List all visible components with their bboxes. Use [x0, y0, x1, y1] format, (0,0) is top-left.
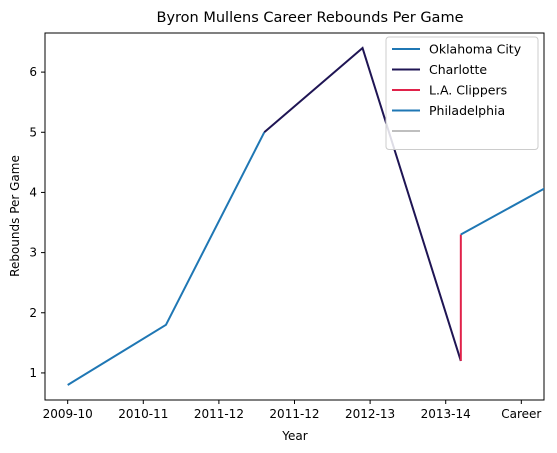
legend-label-2: L.A. Clippers	[429, 83, 507, 98]
y-axis-label: Rebounds Per Game	[8, 155, 22, 277]
y-tick-label: 3	[29, 246, 37, 260]
legend-label-0: Oklahoma City	[429, 42, 522, 57]
y-axis: 1 2 3 4 5 6	[29, 65, 45, 380]
y-tick-label: 1	[29, 366, 37, 380]
series-line-0	[67, 131, 266, 386]
x-tick-label: Career	[501, 407, 541, 421]
y-tick-label: 6	[29, 65, 37, 79]
y-tick-label: 5	[29, 125, 37, 139]
series-line-3	[460, 187, 544, 236]
x-tick-label: 2010-11	[118, 407, 168, 421]
legend-box	[385, 36, 539, 150]
x-tick-label: 2013-14	[421, 407, 471, 421]
legend-label-3: Philadelphia	[429, 103, 505, 118]
chart-title: Byron Mullens Career Rebounds Per Game	[157, 10, 464, 26]
legend: Oklahoma City Charlotte L.A. Clippers Phila…	[385, 36, 539, 150]
x-tick-label: 2012-13	[345, 407, 395, 421]
y-tick-label: 2	[29, 306, 37, 320]
y-tick-label: 4	[29, 185, 37, 199]
x-tick-label: 2011-12	[269, 407, 319, 421]
legend-label-1: Charlotte	[429, 62, 487, 77]
x-axis-label: Year	[281, 429, 307, 443]
x-tick-label: 2009-10	[43, 407, 93, 421]
series-line-1	[263, 46, 462, 362]
series-layer	[67, 46, 544, 386]
x-axis: 2009-10 2010-11 2011-12 2011-12 2012-13 2013-…	[43, 400, 541, 421]
x-tick-label: 2011-12	[194, 407, 244, 421]
